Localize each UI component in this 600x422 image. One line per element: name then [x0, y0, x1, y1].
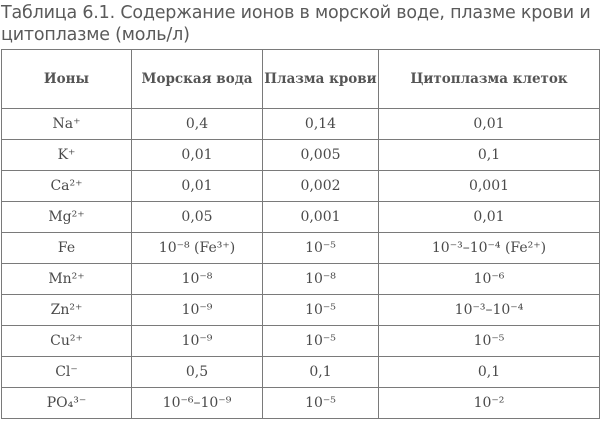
- cytoplasm-cell: 10⁻³–10⁻⁴: [378, 294, 600, 326]
- blood-plasma-cell: 10⁻⁵: [262, 232, 379, 264]
- table-row: Ca²⁺ 0,01 0,002 0,001: [1, 170, 600, 202]
- table-row: Mn²⁺ 10⁻⁸ 10⁻⁸ 10⁻⁶: [1, 263, 600, 295]
- ion-cell: Na⁺: [1, 108, 132, 140]
- table-row: Na⁺ 0,4 0,14 0,01: [1, 108, 600, 140]
- cytoplasm-cell: 10⁻³–10⁻⁴ (Fe²⁺): [378, 232, 600, 264]
- ion-cell: Cl⁻: [1, 356, 132, 388]
- blood-plasma-cell: 0,14: [262, 108, 379, 140]
- sea-water-cell: 10⁻⁹: [131, 294, 263, 326]
- sea-water-cell: 0,5: [131, 356, 263, 388]
- sea-water-cell: 0,01: [131, 139, 263, 171]
- table-row: Cu²⁺ 10⁻⁹ 10⁻⁵ 10⁻⁵: [1, 325, 600, 357]
- sea-water-cell: 10⁻⁸ (Fe³⁺): [131, 232, 263, 264]
- blood-plasma-cell: 10⁻⁵: [262, 294, 379, 326]
- header-ions: Ионы: [1, 49, 132, 109]
- table-row: Mg²⁺ 0,05 0,001 0,01: [1, 201, 600, 233]
- blood-plasma-cell: 10⁻⁵: [262, 325, 379, 357]
- table-row: PO₄³⁻ 10⁻⁶–10⁻⁹ 10⁻⁵ 10⁻²: [1, 387, 600, 419]
- ion-cell: Mn²⁺: [1, 263, 132, 295]
- cytoplasm-cell: 0,1: [378, 356, 600, 388]
- sea-water-cell: 0,05: [131, 201, 263, 233]
- table-row: K⁺ 0,01 0,005 0,1: [1, 139, 600, 171]
- cytoplasm-cell: 0,01: [378, 201, 600, 233]
- blood-plasma-cell: 10⁻⁸: [262, 263, 379, 295]
- sea-water-cell: 10⁻⁸: [131, 263, 263, 295]
- blood-plasma-cell: 0,001: [262, 201, 379, 233]
- sea-water-cell: 10⁻⁶–10⁻⁹: [131, 387, 263, 419]
- header-blood-plasma: Плазма крови: [262, 49, 379, 109]
- table-row: Cl⁻ 0,5 0,1 0,1: [1, 356, 600, 388]
- ion-cell: PO₄³⁻: [1, 387, 132, 419]
- blood-plasma-cell: 0,005: [262, 139, 379, 171]
- cytoplasm-cell: 10⁻⁵: [378, 325, 600, 357]
- cytoplasm-cell: 0,001: [378, 170, 600, 202]
- cytoplasm-cell: 10⁻⁶: [378, 263, 600, 295]
- table-row: Fe 10⁻⁸ (Fe³⁺) 10⁻⁵ 10⁻³–10⁻⁴ (Fe²⁺): [1, 232, 600, 264]
- header-sea-water: Морская вода: [131, 49, 263, 109]
- sea-water-cell: 10⁻⁹: [131, 325, 263, 357]
- cytoplasm-cell: 10⁻²: [378, 387, 600, 419]
- blood-plasma-cell: 0,1: [262, 356, 379, 388]
- ion-cell: Cu²⁺: [1, 325, 132, 357]
- blood-plasma-cell: 10⁻⁵: [262, 387, 379, 419]
- ion-cell: Mg²⁺: [1, 201, 132, 233]
- ion-concentration-table: Ионы Морская вода Плазма крови Цитоплазм…: [1, 49, 600, 419]
- ion-cell: K⁺: [1, 139, 132, 171]
- cytoplasm-cell: 0,01: [378, 108, 600, 140]
- sea-water-cell: 0,4: [131, 108, 263, 140]
- header-row: Ионы Морская вода Плазма крови Цитоплазм…: [1, 49, 600, 109]
- table-row: Zn²⁺ 10⁻⁹ 10⁻⁵ 10⁻³–10⁻⁴: [1, 294, 600, 326]
- header-cytoplasm: Цитоплазма клеток: [378, 49, 600, 109]
- cytoplasm-cell: 0,1: [378, 139, 600, 171]
- ion-cell: Ca²⁺: [1, 170, 132, 202]
- table-caption: Таблица 6.1. Содержание ионов в морской …: [1, 3, 591, 45]
- sea-water-cell: 0,01: [131, 170, 263, 202]
- ion-cell: Zn²⁺: [1, 294, 132, 326]
- blood-plasma-cell: 0,002: [262, 170, 379, 202]
- ion-cell: Fe: [1, 232, 132, 264]
